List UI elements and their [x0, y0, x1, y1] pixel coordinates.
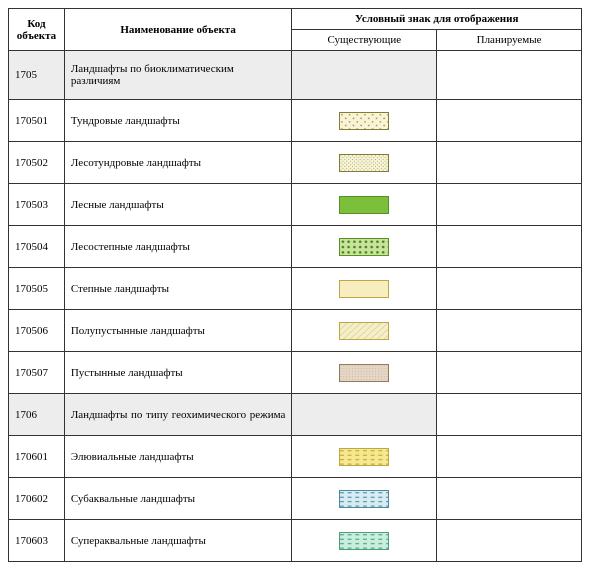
col-code: Код объекта	[9, 9, 65, 51]
code-cell: 170602	[9, 478, 65, 520]
table-row: 170601Элювиальные ландшафты	[9, 436, 582, 478]
existing-cell	[292, 520, 437, 562]
name-cell: Элювиальные ландшафты	[64, 436, 292, 478]
legend-swatch	[339, 364, 389, 382]
existing-cell	[292, 478, 437, 520]
code-cell: 170505	[9, 268, 65, 310]
existing-cell	[292, 142, 437, 184]
code-cell: 170601	[9, 436, 65, 478]
table-row: 170502Лесотундровые ландшафты	[9, 142, 582, 184]
name-cell: Ландшафты по биоклиматическим различиям	[64, 51, 292, 100]
code-cell: 1706	[9, 394, 65, 436]
table-row: 170603Супераквальные ландшафты	[9, 520, 582, 562]
planned-cell	[437, 226, 582, 268]
table-row: 170602Субаквальные ландшафты	[9, 478, 582, 520]
name-cell: Лесные ландшафты	[64, 184, 292, 226]
table-row: 1706Ландшафты по типу геохимического реж…	[9, 394, 582, 436]
table-row: 170501Тундровые ландшафты	[9, 100, 582, 142]
existing-cell	[292, 100, 437, 142]
planned-cell	[437, 310, 582, 352]
code-cell: 170506	[9, 310, 65, 352]
table-header: Код объекта Наименование объекта Условны…	[9, 9, 582, 51]
name-cell: Полупустынные ландшафты	[64, 310, 292, 352]
name-cell: Пустынные ландшафты	[64, 352, 292, 394]
legend-swatch	[339, 238, 389, 256]
existing-cell	[292, 51, 437, 100]
legend-table: Код объекта Наименование объекта Условны…	[8, 8, 582, 562]
legend-swatch	[339, 532, 389, 550]
name-cell: Лесостепные ландшафты	[64, 226, 292, 268]
table-row: 170507Пустынные ландшафты	[9, 352, 582, 394]
planned-cell	[437, 394, 582, 436]
name-cell: Субаквальные ландшафты	[64, 478, 292, 520]
legend-swatch	[339, 112, 389, 130]
name-cell: Степные ландшафты	[64, 268, 292, 310]
name-cell: Ландшафты по типу геохимического режима	[64, 394, 292, 436]
legend-swatch	[339, 154, 389, 172]
legend-swatch	[339, 322, 389, 340]
legend-swatch	[339, 196, 389, 214]
existing-cell	[292, 436, 437, 478]
planned-cell	[437, 51, 582, 100]
code-cell: 170504	[9, 226, 65, 268]
planned-cell	[437, 436, 582, 478]
existing-cell	[292, 310, 437, 352]
existing-cell	[292, 394, 437, 436]
legend-swatch	[339, 448, 389, 466]
code-cell: 170502	[9, 142, 65, 184]
legend-swatch	[339, 490, 389, 508]
planned-cell	[437, 352, 582, 394]
table-row: 170506Полупустынные ландшафты	[9, 310, 582, 352]
col-legend-group: Условный знак для отображения	[292, 9, 582, 30]
code-cell: 170501	[9, 100, 65, 142]
existing-cell	[292, 268, 437, 310]
table-body: 1705Ландшафты по биоклиматическим различ…	[9, 51, 582, 562]
table-row: 1705Ландшафты по биоклиматическим различ…	[9, 51, 582, 100]
planned-cell	[437, 184, 582, 226]
table-row: 170505Степные ландшафты	[9, 268, 582, 310]
col-name: Наименование объекта	[64, 9, 292, 51]
existing-cell	[292, 226, 437, 268]
legend-swatch	[339, 280, 389, 298]
name-cell: Тундровые ландшафты	[64, 100, 292, 142]
planned-cell	[437, 478, 582, 520]
col-existing: Существующие	[292, 30, 437, 51]
planned-cell	[437, 520, 582, 562]
code-cell: 1705	[9, 51, 65, 100]
code-cell: 170503	[9, 184, 65, 226]
code-cell: 170507	[9, 352, 65, 394]
planned-cell	[437, 100, 582, 142]
existing-cell	[292, 184, 437, 226]
name-cell: Лесотундровые ландшафты	[64, 142, 292, 184]
planned-cell	[437, 268, 582, 310]
planned-cell	[437, 142, 582, 184]
table-row: 170504Лесостепные ландшафты	[9, 226, 582, 268]
existing-cell	[292, 352, 437, 394]
table-row: 170503Лесные ландшафты	[9, 184, 582, 226]
code-cell: 170603	[9, 520, 65, 562]
col-planned: Планируемые	[437, 30, 582, 51]
name-cell: Супераквальные ландшафты	[64, 520, 292, 562]
